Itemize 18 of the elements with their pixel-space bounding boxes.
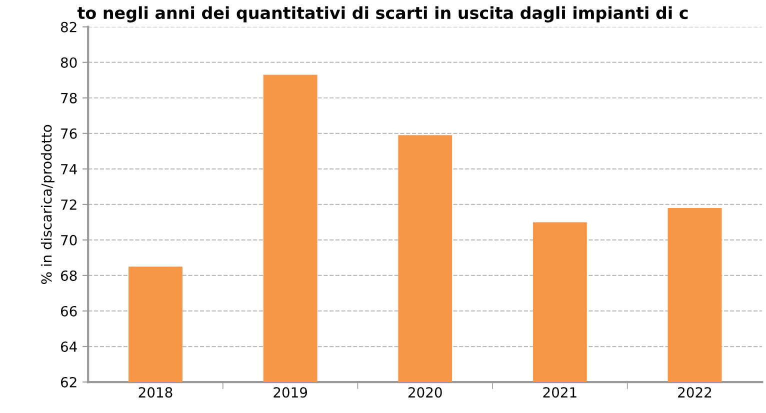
y-tick-label: 66: [60, 306, 77, 316]
y-tick-label: 78: [61, 92, 77, 104]
y-axis-title: % in discarica/prodotto: [41, 124, 54, 284]
chart-title: to negli anni dei quantitativi di scarti in uscita dagli impianti di c: [77, 6, 688, 22]
x-tick-label: 2020: [408, 387, 442, 398]
y-tick-label: 70: [61, 234, 77, 246]
y-tick-label: 64: [60, 341, 77, 352]
x-tick-label: 2018: [138, 387, 172, 398]
x-tick-label: 2019: [274, 387, 308, 398]
x-tick-label: 2021: [543, 387, 576, 398]
y-tick-label: 76: [61, 128, 77, 139]
y-tick-label: 62: [60, 376, 76, 388]
y-tick-label: 68: [60, 270, 77, 281]
y-tick-label: 74: [61, 164, 77, 174]
y-tick-label: 72: [61, 199, 76, 210]
y-tick-label: 80: [60, 57, 77, 68]
x-tick-label: 2022: [678, 387, 712, 398]
y-tick-label: 82: [60, 22, 76, 32]
